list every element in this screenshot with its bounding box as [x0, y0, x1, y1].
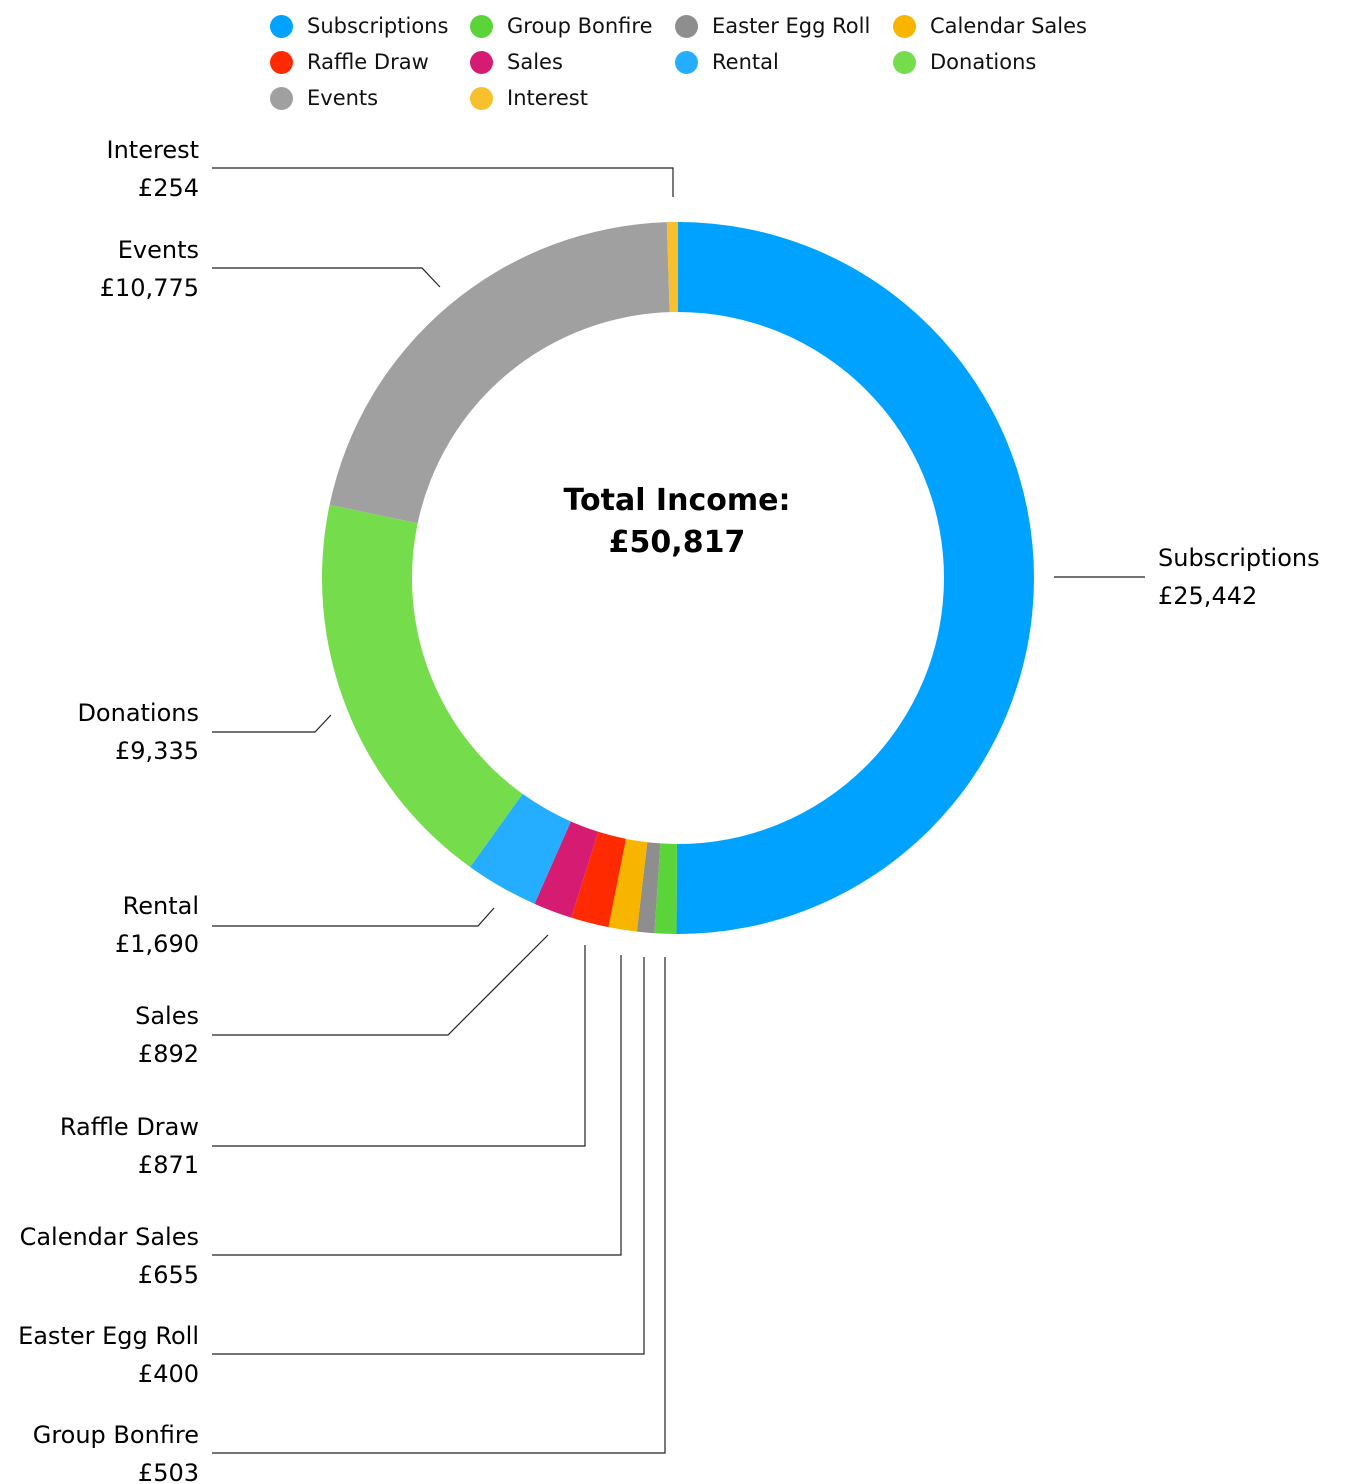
- slice-value-label-events: £10,775: [100, 274, 199, 302]
- legend-label: Group Bonfire: [507, 14, 653, 38]
- leader-line-sales: [212, 934, 549, 1036]
- slice-group-bonfire: [654, 843, 677, 934]
- slice-donations: [322, 504, 523, 867]
- legend-label: Raffle Draw: [307, 50, 429, 74]
- legend-item-raffle-draw: Raffle Draw: [270, 50, 429, 74]
- legend-swatch-icon: [270, 50, 293, 74]
- legend-item-events: Events: [270, 86, 378, 110]
- leader-line-raffle-draw: [212, 945, 586, 1147]
- slice-calendar-sales: [608, 838, 648, 932]
- legend-item-sales: Sales: [470, 50, 563, 74]
- legend-item-easter-egg-roll: Easter Egg Roll: [675, 14, 870, 38]
- slice-name-label-sales: Sales: [135, 1002, 199, 1030]
- legend-label: Subscriptions: [307, 14, 449, 38]
- slice-name-label-group-bonfire: Group Bonfire: [33, 1421, 199, 1449]
- slice-name-label-events: Events: [118, 236, 199, 264]
- legend-item-subscriptions: Subscriptions: [270, 14, 448, 38]
- slice-value-label-calendar-sales: £655: [138, 1261, 199, 1289]
- leader-line-donations: [212, 714, 332, 733]
- legend-label: Rental: [712, 50, 779, 74]
- center-title-line1: Total Income:: [564, 483, 791, 518]
- center-title-line2: £50,817: [609, 525, 746, 560]
- leader-line-rental: [212, 907, 495, 927]
- slice-raffle-draw: [571, 831, 626, 928]
- donut-slices: [322, 222, 1035, 935]
- legend-swatch-icon: [470, 14, 493, 38]
- legend-swatch-icon: [893, 50, 916, 74]
- legend-item-calendar-sales: Calendar Sales: [893, 14, 1087, 38]
- slice-value-label-rental: £1,690: [115, 930, 199, 958]
- slice-sales: [534, 821, 599, 918]
- slice-value-label-sales: £892: [138, 1040, 199, 1068]
- slice-name-label-calendar-sales: Calendar Sales: [20, 1223, 199, 1251]
- legend-swatch-icon: [470, 86, 493, 110]
- leader-line-interest: [212, 167, 674, 197]
- chart-legend: Subscriptions Group Bonfire Easter Egg Rol…: [0, 0, 1346, 120]
- slice-value-label-donations: £9,335: [115, 737, 199, 765]
- slice-subscriptions: [676, 222, 1035, 935]
- legend-item-donations: Donations: [893, 50, 1036, 74]
- slice-interest: [666, 222, 678, 313]
- legend-item-rental: Rental: [675, 50, 779, 74]
- slice-value-label-subscriptions: £25,442: [1158, 582, 1257, 610]
- slice-value-label-easter-egg-roll: £400: [138, 1360, 199, 1388]
- legend-swatch-icon: [270, 14, 293, 38]
- legend-swatch-icon: [470, 50, 493, 74]
- slice-easter-egg-roll: [636, 842, 661, 934]
- leader-line-events: [212, 267, 441, 288]
- legend-swatch-icon: [675, 50, 698, 74]
- slice-events: [329, 222, 670, 524]
- legend-swatch-icon: [270, 86, 293, 110]
- leader-line-group-bonfire: [212, 957, 666, 1454]
- slice-name-label-subscriptions: Subscriptions: [1158, 544, 1320, 572]
- legend-label: Donations: [930, 50, 1037, 74]
- slice-name-label-donations: Donations: [77, 699, 199, 727]
- slice-value-label-raffle-draw: £871: [138, 1151, 199, 1179]
- legend-label: Calendar Sales: [930, 14, 1087, 38]
- legend-swatch-icon: [893, 14, 916, 38]
- slice-name-label-easter-egg-roll: Easter Egg Roll: [18, 1322, 199, 1350]
- leader-line-calendar-sales: [212, 955, 622, 1256]
- legend-label: Easter Egg Roll: [712, 14, 871, 38]
- legend-label: Interest: [507, 86, 588, 110]
- slice-name-label-interest: Interest: [107, 136, 199, 164]
- slice-value-label-group-bonfire: £503: [138, 1459, 199, 1484]
- legend-label: Sales: [507, 50, 563, 74]
- legend-label: Events: [307, 86, 379, 110]
- slice-value-label-interest: £254: [138, 174, 199, 202]
- slice-labels: Subscriptions £25,442 Group Bonfire £503 Eas…: [18, 136, 1320, 1484]
- slice-rental: [470, 793, 571, 904]
- legend-swatch-icon: [675, 14, 698, 38]
- slice-name-label-raffle-draw: Raffle Draw: [60, 1113, 199, 1141]
- leader-lines: [212, 167, 1145, 1454]
- leader-line-easter-egg-roll: [212, 957, 645, 1355]
- slice-name-label-rental: Rental: [123, 892, 199, 920]
- legend-item-interest: Interest: [470, 86, 588, 110]
- legend-item-group-bonfire: Group Bonfire: [470, 14, 653, 38]
